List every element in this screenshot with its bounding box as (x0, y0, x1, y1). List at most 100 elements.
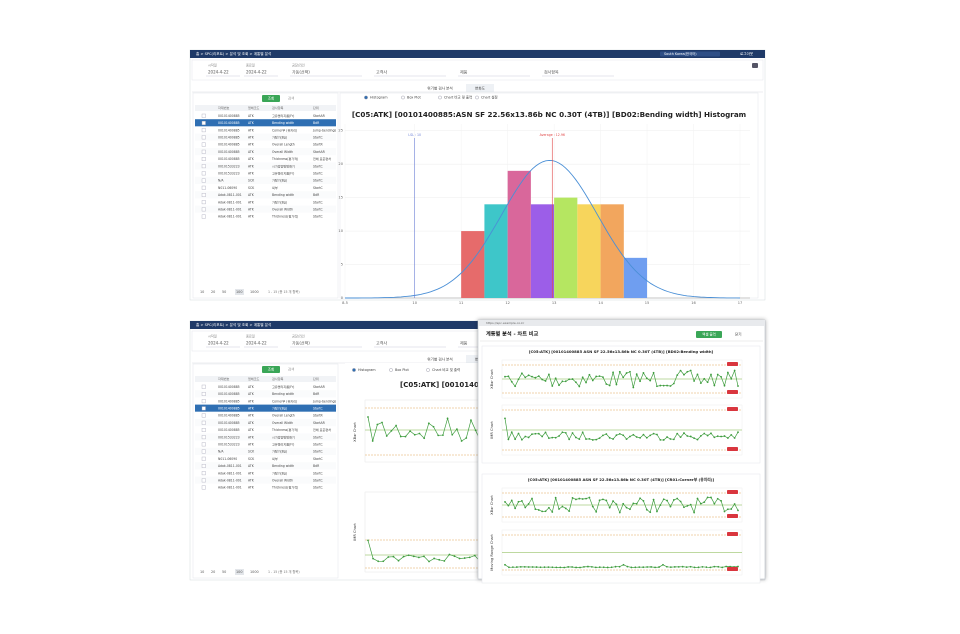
pager-size[interactable]: 10 (200, 290, 204, 294)
table-row[interactable] (195, 483, 336, 491)
table-row[interactable] (195, 112, 336, 120)
pager-size[interactable]: 20 (211, 290, 215, 294)
pager-size[interactable]: 20 (211, 570, 215, 574)
row-checkbox[interactable] (201, 435, 206, 440)
chart-option[interactable]: Histogram (370, 96, 388, 100)
row-checkbox[interactable] (201, 449, 206, 454)
row-checkbox[interactable] (201, 428, 206, 432)
row-checkbox[interactable] (201, 178, 206, 183)
row-checkbox[interactable] (201, 392, 206, 396)
row-checkbox[interactable] (201, 185, 206, 190)
table-row[interactable] (195, 383, 336, 391)
option-radio[interactable] (475, 95, 479, 100)
chart-option[interactable]: Box Plot (407, 96, 421, 100)
table-row[interactable] (195, 397, 336, 405)
row-checkbox[interactable] (201, 214, 206, 219)
table-row[interactable] (195, 440, 336, 448)
search-button-text[interactable]: 조회 (268, 367, 275, 372)
table-row[interactable] (195, 169, 336, 177)
table-row[interactable] (195, 476, 336, 484)
logout[interactable]: 로그아웃 (740, 51, 754, 56)
table-row[interactable] (195, 404, 336, 412)
filter-value[interactable]: 2024-4-22 (246, 70, 267, 75)
table-row[interactable] (195, 419, 336, 427)
row-checkbox[interactable] (201, 456, 206, 461)
filter-value[interactable]: 제품 (460, 69, 468, 75)
filter-value[interactable]: 고객사 (376, 69, 387, 75)
row-checkbox[interactable] (201, 200, 206, 205)
option-radio[interactable] (364, 95, 368, 100)
pager-size[interactable]: 1000 (250, 290, 259, 294)
option-radio[interactable] (389, 368, 393, 372)
row-checkbox[interactable] (201, 207, 206, 212)
row-checkbox[interactable] (201, 113, 206, 118)
table-row[interactable] (195, 133, 336, 141)
table-row[interactable] (195, 148, 336, 156)
chart-option[interactable]: Chart 비교 및 출력 (444, 95, 472, 100)
row-checkbox[interactable] (201, 384, 206, 389)
table-row[interactable] (195, 426, 336, 434)
pager-size[interactable]: 50 (222, 570, 226, 574)
row-checkbox[interactable] (201, 192, 206, 197)
row-checkbox[interactable] (201, 485, 206, 490)
search-input[interactable]: 검색 (288, 96, 294, 101)
search-button[interactable] (262, 95, 280, 102)
tab[interactable]: 위기별 검사 분석 (427, 86, 452, 91)
filter-value[interactable]: 검사항목 (544, 69, 559, 75)
pager-size[interactable]: 10 (200, 570, 204, 574)
row-checkbox[interactable] (201, 406, 206, 411)
table-row[interactable] (195, 126, 336, 134)
tab[interactable]: 변화도 (475, 86, 486, 91)
search-button-text[interactable]: 조회 (268, 96, 275, 101)
table-row[interactable] (195, 176, 336, 184)
chart-option[interactable]: Histogram (358, 368, 376, 372)
row-checkbox[interactable] (201, 142, 206, 147)
filter-value[interactable]: 가동(선택) (292, 69, 310, 75)
chart-option[interactable]: Box Plot (395, 368, 409, 372)
search-button[interactable] (262, 366, 280, 373)
filter-value[interactable]: 2024-4-22 (246, 341, 267, 346)
close-button[interactable]: 닫기 (735, 332, 742, 337)
row-checkbox[interactable] (201, 399, 206, 404)
table-row[interactable] (195, 390, 336, 398)
search-icon[interactable] (752, 63, 758, 68)
row-checkbox[interactable] (201, 135, 206, 140)
table-row[interactable] (195, 212, 336, 220)
table-row[interactable] (195, 411, 336, 419)
table-row[interactable] (195, 205, 336, 213)
pager-size[interactable]: 100 (236, 570, 242, 574)
row-checkbox[interactable] (201, 156, 206, 161)
option-radio[interactable] (401, 95, 405, 100)
search-input[interactable]: 검색 (288, 367, 294, 372)
pager-size[interactable]: 50 (222, 290, 226, 294)
table-row[interactable] (195, 447, 336, 455)
option-radio[interactable] (352, 368, 356, 372)
table-row[interactable] (195, 184, 336, 192)
filter-value[interactable]: 고객사 (376, 340, 387, 346)
row-checkbox[interactable] (201, 464, 206, 468)
row-checkbox[interactable] (201, 471, 206, 476)
export-button[interactable] (696, 331, 722, 338)
option-radio[interactable] (438, 95, 442, 100)
option-radio[interactable] (426, 368, 430, 372)
table-row[interactable] (195, 433, 336, 441)
table-row[interactable] (195, 469, 336, 477)
filter-value[interactable]: 제품 (460, 340, 468, 346)
filter-value[interactable]: 가동(선택) (292, 340, 310, 346)
row-checkbox[interactable] (201, 413, 206, 418)
table-row[interactable] (195, 155, 336, 163)
tab[interactable]: 위기별 검사 분석 (427, 357, 452, 362)
pager-size[interactable]: 1000 (250, 570, 259, 574)
table-row[interactable] (195, 455, 336, 463)
row-checkbox[interactable] (201, 420, 206, 425)
row-checkbox[interactable] (201, 149, 206, 154)
export-button-text[interactable]: 엑셀 출력 (702, 332, 716, 337)
table-row[interactable] (195, 462, 336, 470)
table-row[interactable] (195, 162, 336, 170)
filter-value[interactable]: 2024-4-22 (208, 70, 229, 75)
row-checkbox[interactable] (201, 120, 206, 125)
row-checkbox[interactable] (201, 478, 206, 483)
row-checkbox[interactable] (201, 128, 206, 133)
table-row[interactable] (195, 191, 336, 199)
pager-size[interactable]: 100 (236, 290, 242, 294)
